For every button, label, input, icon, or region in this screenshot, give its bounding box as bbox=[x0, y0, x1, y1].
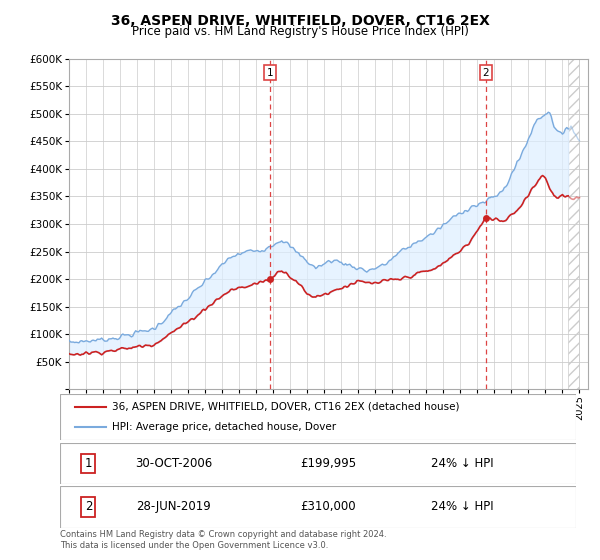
Text: 2: 2 bbox=[85, 500, 92, 514]
Text: 2: 2 bbox=[482, 68, 489, 78]
Text: Price paid vs. HM Land Registry's House Price Index (HPI): Price paid vs. HM Land Registry's House … bbox=[131, 25, 469, 38]
Text: 24% ↓ HPI: 24% ↓ HPI bbox=[431, 457, 494, 470]
FancyBboxPatch shape bbox=[60, 394, 576, 440]
Text: 1: 1 bbox=[85, 457, 92, 470]
Text: 36, ASPEN DRIVE, WHITFIELD, DOVER, CT16 2EX (detached house): 36, ASPEN DRIVE, WHITFIELD, DOVER, CT16 … bbox=[112, 402, 459, 412]
Text: HPI: Average price, detached house, Dover: HPI: Average price, detached house, Dove… bbox=[112, 422, 336, 432]
Text: 1: 1 bbox=[267, 68, 274, 78]
Text: 30-OCT-2006: 30-OCT-2006 bbox=[135, 457, 212, 470]
Text: 24% ↓ HPI: 24% ↓ HPI bbox=[431, 500, 494, 514]
Text: 36, ASPEN DRIVE, WHITFIELD, DOVER, CT16 2EX: 36, ASPEN DRIVE, WHITFIELD, DOVER, CT16 … bbox=[110, 14, 490, 28]
Text: 28-JUN-2019: 28-JUN-2019 bbox=[136, 500, 211, 514]
Text: £310,000: £310,000 bbox=[301, 500, 356, 514]
Text: £199,995: £199,995 bbox=[300, 457, 356, 470]
FancyBboxPatch shape bbox=[60, 443, 576, 484]
Text: Contains HM Land Registry data © Crown copyright and database right 2024.
This d: Contains HM Land Registry data © Crown c… bbox=[60, 530, 386, 550]
FancyBboxPatch shape bbox=[60, 486, 576, 528]
